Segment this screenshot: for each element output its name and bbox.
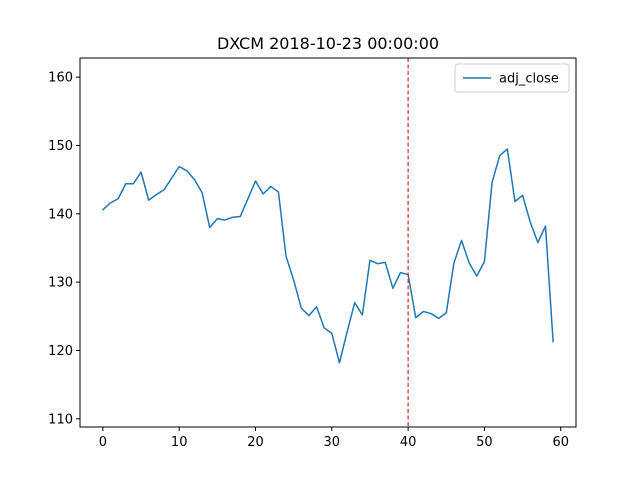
legend-label: adj_close: [499, 72, 559, 87]
x-tick-label: 10: [171, 435, 188, 450]
series-line-adj_close: [101, 148, 554, 364]
chart-title: DXCM 2018-10-23 00:00:00: [217, 34, 439, 53]
y-tick-label: 130: [48, 276, 73, 291]
axes-frame: [79, 57, 577, 428]
x-tick-label: 0: [99, 435, 107, 450]
y-tick-label: 150: [48, 139, 73, 154]
y-tick-label: 120: [48, 344, 73, 359]
x-tick-label: 20: [247, 435, 264, 450]
y-tick-label: 110: [48, 412, 73, 427]
plot-area: [79, 57, 577, 428]
axis-ticks: 0 10 20 30 40 50 60 110 120 130 140 150 160: [48, 71, 569, 450]
x-tick-label: 50: [476, 435, 493, 450]
y-tick-label: 140: [48, 207, 73, 222]
legend: adj_close: [454, 63, 570, 93]
y-tick-label: 160: [48, 71, 73, 86]
x-tick-label: 30: [324, 435, 341, 450]
x-tick-label: 60: [552, 435, 569, 450]
x-tick-label: 40: [400, 435, 417, 450]
legend-box: [454, 63, 570, 93]
